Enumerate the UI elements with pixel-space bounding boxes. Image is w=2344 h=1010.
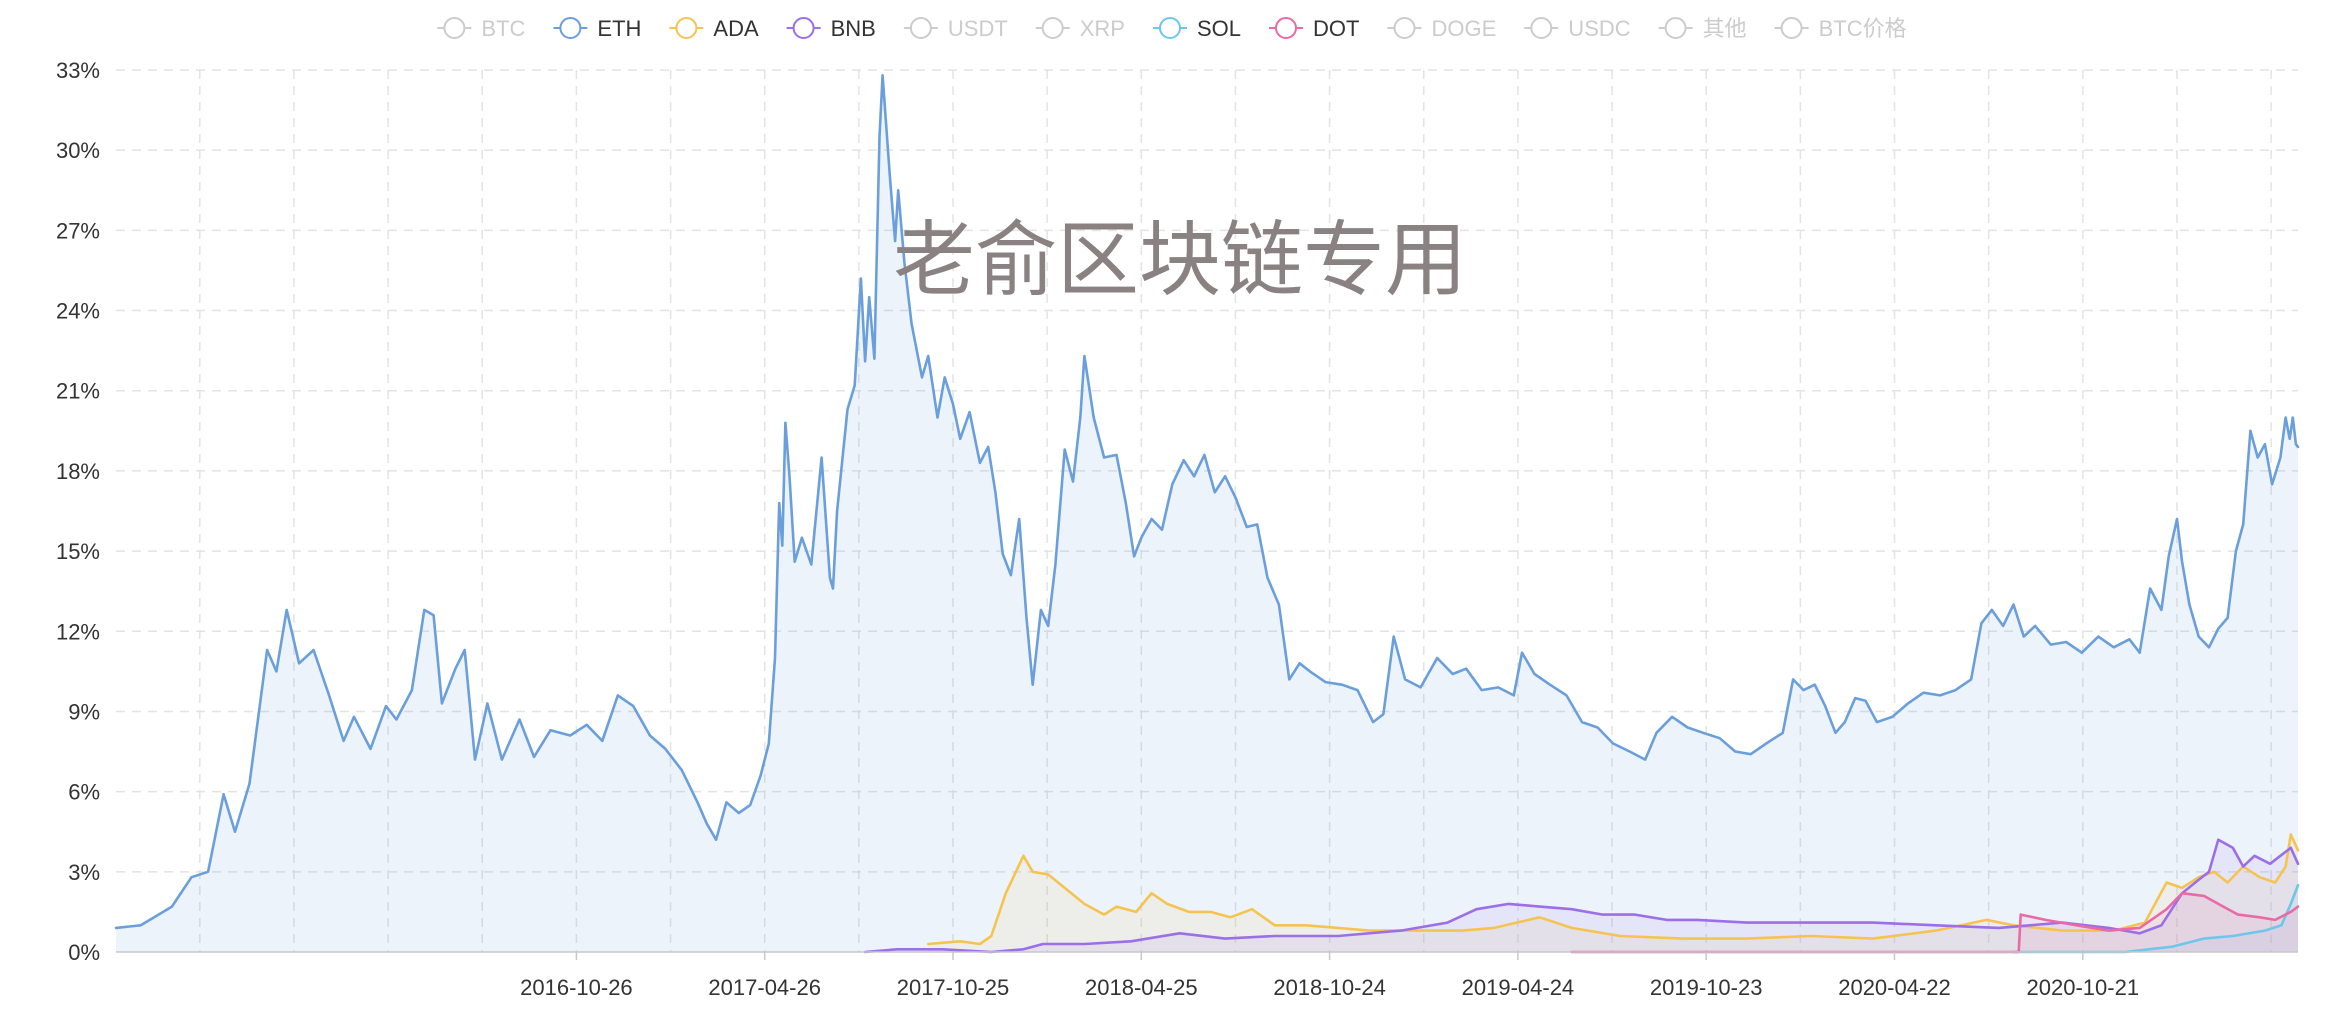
series-line-bnb[interactable] [863,838,2300,954]
y-tick-label: 21% [56,379,100,404]
legend-circle-icon [1780,17,1803,39]
legend-item-2[interactable]: ADA [669,16,759,41]
legend-circle-icon [792,17,815,39]
legend-circle-icon [1159,17,1181,39]
y-tick-label: 24% [56,299,100,324]
legend-label: ADA [713,16,759,41]
legend-item-5[interactable]: XRP [1035,16,1125,41]
series-area-dot [1571,893,2298,952]
x-tick-label: 2020-04-22 [1838,975,1951,1000]
legend[interactable]: BTC ETH ADA BNB USDT XRP SOL DOT DOGE USDC 其他 BTC价格 [437,16,1907,41]
legend-label: BNB [831,16,876,41]
x-tick-label: 2019-10-23 [1650,975,1763,1000]
y-tick-label: 3% [68,860,100,885]
y-tick-label: 6% [68,780,100,805]
x-tick-label: 2019-04-24 [1462,975,1575,1000]
x-tick-label: 2018-04-25 [1085,975,1198,1000]
legend-label: ETH [597,16,641,41]
legend-item-8[interactable]: DOGE [1387,16,1497,41]
y-tick-label: 0% [68,940,100,965]
legend-label: BTC [481,16,525,41]
grid-layer [116,69,2298,952]
x-tick-label: 2016-10-26 [520,975,633,1000]
legend-item-6[interactable]: SOL [1153,16,1241,41]
y-tick-label: 15% [56,539,100,564]
legend-circle-icon [1664,17,1687,39]
legend-label: DOT [1313,16,1359,41]
legend-circle-icon [1393,17,1416,39]
x-tick-label: 2020-10-21 [2027,975,2140,1000]
series-line-dot[interactable] [1570,891,2300,954]
legend-label: 其他 [1703,16,1747,41]
legend-item-10[interactable]: 其他 [1658,16,1747,41]
legend-item-7[interactable]: DOT [1269,16,1359,41]
legend-circle-icon [1041,17,1064,39]
series-line-ada[interactable] [926,833,2300,946]
series-area-eth [116,75,2298,953]
watermark-text: 老俞区块链专用 [893,213,1467,308]
legend-label: USDT [948,16,1008,41]
legend-item-0[interactable]: BTC [437,16,526,41]
y-tick-label: 18% [56,459,100,484]
legend-item-3[interactable]: BNB [786,16,876,41]
legend-label: XRP [1080,16,1125,41]
legend-label: BTC价格 [1819,16,1907,41]
legend-circle-icon [559,17,582,39]
legend-item-1[interactable]: ETH [553,16,641,41]
legend-label: DOGE [1432,16,1497,41]
legend-circle-icon [1530,17,1553,39]
series-area-sol [2013,885,2298,952]
legend-circle-icon [443,17,466,39]
y-tick-label: 12% [56,619,100,644]
legend-item-11[interactable]: BTC价格 [1774,16,1907,41]
legend-label: USDC [1568,16,1630,41]
series-lines [114,74,2300,954]
x-tick-label: 2017-04-26 [708,975,821,1000]
axes: 0% 3% 6% 9% 12% 15% 18% 21% 24% 27% 30% 33% 2016-10-… [56,58,2298,1000]
legend-circle-icon [675,17,698,39]
y-tick-label: 27% [56,218,100,243]
legend-circle-icon [909,17,932,39]
x-tick-label: 2018-10-24 [1273,975,1386,1000]
legend-item-9[interactable]: USDC [1524,16,1631,41]
legend-circle-icon [1275,17,1297,39]
x-tick-label: 2017-10-25 [897,975,1010,1000]
y-tick-label: 30% [56,138,100,163]
y-tick-label: 33% [56,58,100,83]
series-areas [116,75,2299,953]
series-line-eth[interactable] [114,74,2300,930]
y-tick-label: 9% [68,699,100,724]
legend-label: SOL [1197,16,1241,41]
legend-item-4[interactable]: USDT [903,16,1008,41]
